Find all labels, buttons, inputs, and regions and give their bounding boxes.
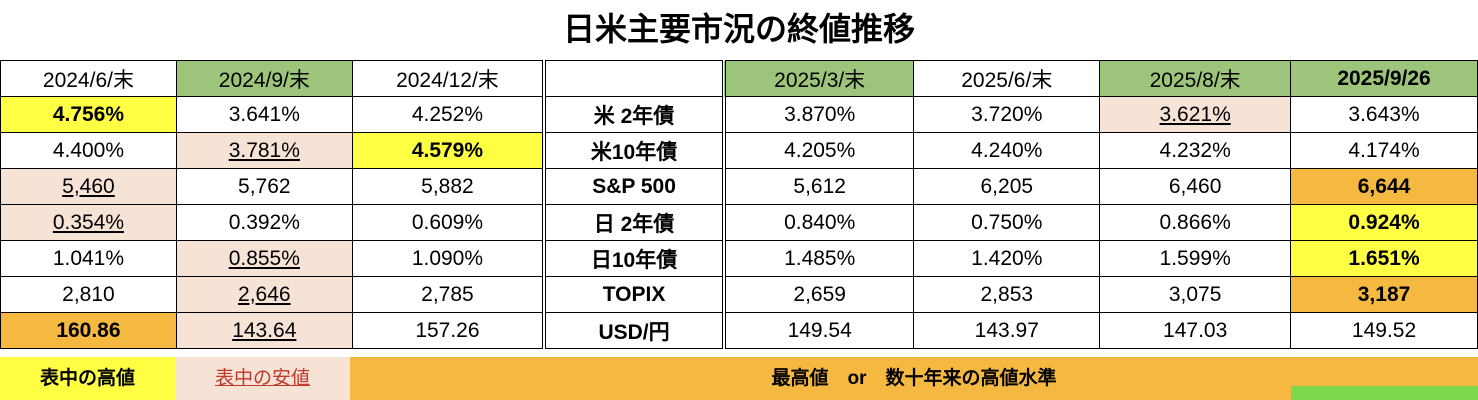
cell: 1.485%: [723, 240, 915, 277]
cell: 3.643%: [1290, 96, 1478, 133]
cell: 4.240%: [913, 132, 1101, 169]
cell: 3,187: [1290, 276, 1478, 313]
table-row: 1.041% 0.855% 1.090% 日10年債 1.485% 1.420%…: [0, 240, 1478, 277]
cell: 147.03: [1099, 312, 1292, 349]
cell: 160.86: [0, 312, 177, 349]
table-row: 4.756% 3.641% 4.252% 米 2年債 3.870% 3.720%…: [0, 96, 1478, 133]
cell: 3.720%: [913, 96, 1101, 133]
table-row: 160.86 143.64 157.26 USD/円 149.54 143.97…: [0, 312, 1478, 349]
cell: 6,644: [1290, 168, 1478, 205]
cell: 2,659: [723, 276, 915, 313]
header-row: 2024/6/末 2024/9/末 2024/12/末 2025/3/末 202…: [0, 60, 1478, 97]
cell: 149.52: [1290, 312, 1478, 349]
cell: 0.750%: [913, 204, 1101, 241]
cell: 4.232%: [1099, 132, 1292, 169]
legend: 表中の高値 表中の安値 最高値 or 数十年来の高値水準: [0, 357, 1478, 400]
cell: 4.205%: [723, 132, 915, 169]
cell: 6,460: [1099, 168, 1292, 205]
cell: 4.579%: [351, 132, 547, 169]
legend-record: 最高値 or 数十年来の高値水準: [350, 357, 1478, 400]
cell: 149.54: [723, 312, 915, 349]
cell: 1.651%: [1290, 240, 1478, 277]
row-label: USD/円: [543, 312, 726, 349]
market-table: 2024/6/末 2024/9/末 2024/12/末 2025/3/末 202…: [0, 60, 1478, 349]
cell: 2,646: [175, 276, 353, 313]
cell: 143.64: [175, 312, 353, 349]
col-header: 2025/8/末: [1099, 60, 1292, 97]
cell: 143.97: [913, 312, 1101, 349]
cell: 0.840%: [723, 204, 915, 241]
cell: 0.924%: [1290, 204, 1478, 241]
row-label: S&P 500: [543, 168, 726, 205]
legend-high: 表中の高値: [0, 357, 175, 400]
table-row: 2,810 2,646 2,785 TOPIX 2,659 2,853 3,07…: [0, 276, 1478, 313]
table-row: 5,460 5,762 5,882 S&P 500 5,612 6,205 6,…: [0, 168, 1478, 205]
cell: 2,853: [913, 276, 1101, 313]
legend-low: 表中の安値: [175, 357, 350, 400]
cell: 2,810: [0, 276, 177, 313]
cell: 157.26: [351, 312, 547, 349]
cell: 1.041%: [0, 240, 177, 277]
cell: 0.866%: [1099, 204, 1292, 241]
col-header: 2024/12/末: [351, 60, 547, 97]
cell: 4.252%: [351, 96, 547, 133]
table-row: 4.400% 3.781% 4.579% 米10年債 4.205% 4.240%…: [0, 132, 1478, 169]
cell: 5,460: [0, 168, 177, 205]
col-header: 2025/9/26: [1290, 60, 1478, 97]
cell: 0.855%: [175, 240, 353, 277]
cell: 5,882: [351, 168, 547, 205]
legend-green-strip: [1291, 386, 1478, 400]
cell: 3.870%: [723, 96, 915, 133]
cell: 3.781%: [175, 132, 353, 169]
table-row: 0.354% 0.392% 0.609% 日 2年債 0.840% 0.750%…: [0, 204, 1478, 241]
col-header: 2024/9/末: [175, 60, 353, 97]
page-title: 日米主要市況の終値推移: [562, 11, 915, 47]
cell: 4.174%: [1290, 132, 1478, 169]
cell: 1.420%: [913, 240, 1101, 277]
cell: 0.609%: [351, 204, 547, 241]
cell: 2,785: [351, 276, 547, 313]
cell: 1.090%: [351, 240, 547, 277]
col-header: 2025/3/末: [723, 60, 915, 97]
cell: 4.400%: [0, 132, 177, 169]
cell: 0.354%: [0, 204, 177, 241]
col-header: 2024/6/末: [0, 60, 177, 97]
cell: 3,075: [1099, 276, 1292, 313]
col-header: 2025/6/末: [913, 60, 1101, 97]
row-label: 日 2年債: [543, 204, 726, 241]
row-label: 日10年債: [543, 240, 726, 277]
cell: 3.621%: [1099, 96, 1292, 133]
col-header-label: [543, 60, 726, 97]
cell: 3.641%: [175, 96, 353, 133]
cell: 5,762: [175, 168, 353, 205]
cell: 4.756%: [0, 96, 177, 133]
cell: 1.599%: [1099, 240, 1292, 277]
row-label: TOPIX: [543, 276, 726, 313]
row-label: 米 2年債: [543, 96, 726, 133]
cell: 6,205: [913, 168, 1101, 205]
row-label: 米10年債: [543, 132, 726, 169]
cell: 0.392%: [175, 204, 353, 241]
cell: 5,612: [723, 168, 915, 205]
